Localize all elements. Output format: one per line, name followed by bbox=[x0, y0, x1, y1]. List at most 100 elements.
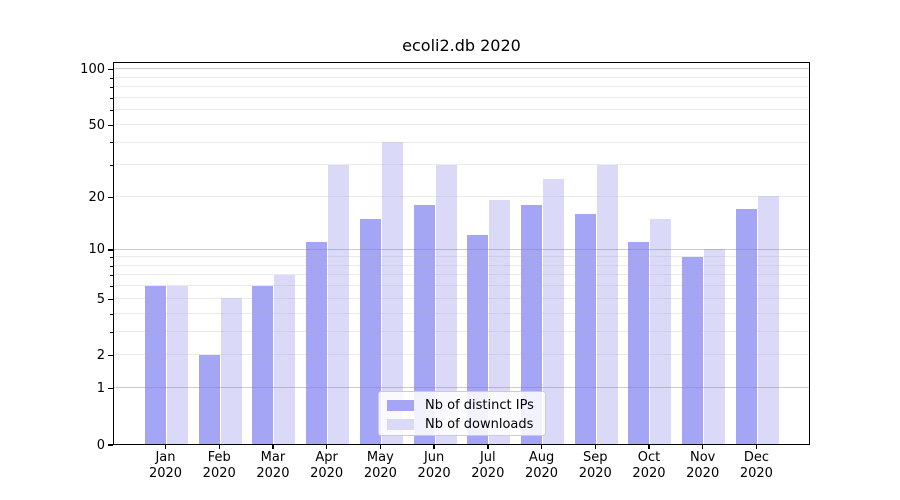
x-tick-label-jan: Jan 2020 bbox=[148, 450, 183, 481]
x-tick-mark bbox=[164, 445, 167, 449]
minor-gridline bbox=[114, 109, 809, 111]
legend-label-distinct-ips: Nb of distinct IPs bbox=[425, 398, 534, 413]
grid-layer bbox=[114, 63, 809, 444]
plot-area bbox=[113, 62, 810, 445]
x-tick-mark bbox=[755, 445, 758, 449]
y-minor-tick-mark bbox=[110, 265, 113, 267]
major-gridline bbox=[114, 68, 809, 70]
bar-distinct-ips-oct bbox=[628, 241, 650, 444]
chart-title: ecoli2.db 2020 bbox=[402, 36, 521, 55]
x-tick-label-jun: Jun 2020 bbox=[417, 450, 451, 481]
y-minor-tick-mark bbox=[110, 286, 113, 288]
x-tick-label-jul: Jul 2020 bbox=[471, 450, 505, 481]
major-gridline bbox=[114, 387, 809, 389]
minor-gridline bbox=[114, 312, 809, 314]
x-tick-mark bbox=[379, 445, 382, 449]
x-tick-label-apr: Apr 2020 bbox=[310, 450, 344, 481]
bar-downloads-may bbox=[381, 142, 403, 444]
y-minor-tick-mark bbox=[110, 196, 113, 198]
y-minor-tick-mark bbox=[110, 257, 113, 259]
minor-gridline bbox=[114, 123, 809, 125]
x-tick-label-dec: Dec 2020 bbox=[739, 450, 773, 481]
bar-downloads-sep bbox=[596, 164, 618, 444]
y-tick-label: 50 bbox=[88, 117, 105, 133]
bar-downloads-oct bbox=[650, 218, 672, 444]
bar-distinct-ips-aug bbox=[521, 204, 543, 444]
bar-distinct-ips-mar bbox=[252, 285, 274, 444]
bars-layer bbox=[114, 63, 809, 444]
y-minor-tick-mark bbox=[110, 87, 113, 89]
major-gridline bbox=[114, 248, 809, 250]
x-tick-label-mar: Mar 2020 bbox=[256, 450, 290, 481]
y-minor-tick-mark bbox=[110, 298, 113, 300]
x-tick-label-aug: Aug 2020 bbox=[524, 450, 559, 481]
y-tick-label: 100 bbox=[80, 62, 105, 78]
minor-gridline bbox=[114, 76, 809, 78]
x-tick-mark bbox=[487, 445, 489, 449]
bar-distinct-ips-may bbox=[359, 218, 381, 444]
y-minor-tick-mark bbox=[110, 110, 113, 112]
legend-item-downloads: Nb of downloads bbox=[379, 415, 545, 434]
x-tick-mark bbox=[702, 445, 704, 449]
x-tick-label-sep: Sep 2020 bbox=[578, 450, 612, 481]
bar-distinct-ips-apr bbox=[306, 241, 328, 444]
bar-downloads-mar bbox=[274, 274, 296, 444]
bar-distinct-ips-sep bbox=[574, 213, 596, 444]
minor-gridline bbox=[114, 141, 809, 143]
y-tick-label: 2 bbox=[96, 348, 105, 364]
x-tick-mark bbox=[594, 445, 596, 449]
bar-distinct-ips-nov bbox=[682, 256, 704, 444]
bar-downloads-feb bbox=[220, 298, 242, 444]
x-tick-label-nov: Nov 2020 bbox=[686, 450, 720, 481]
y-tick-mark bbox=[108, 249, 113, 251]
y-tick-label: 1 bbox=[96, 381, 105, 397]
y-tick-label: 10 bbox=[88, 242, 105, 258]
x-tick-label-may: May 2020 bbox=[363, 450, 397, 481]
minor-gridline bbox=[114, 86, 809, 88]
x-tick-mark bbox=[218, 445, 220, 449]
legend-label-downloads: Nb of downloads bbox=[425, 417, 534, 432]
legend-swatch-downloads bbox=[387, 419, 414, 430]
x-tick-mark bbox=[325, 445, 328, 449]
minor-gridline bbox=[114, 96, 809, 98]
minor-gridline bbox=[114, 285, 809, 287]
legend: Nb of distinct IPs Nb of downloads bbox=[378, 391, 546, 436]
minor-gridline bbox=[114, 297, 809, 299]
y-tick-mark bbox=[108, 68, 113, 71]
bar-downloads-apr bbox=[328, 164, 350, 444]
y-tick-label: 5 bbox=[96, 291, 105, 307]
minor-gridline bbox=[114, 354, 809, 356]
y-minor-tick-mark bbox=[110, 142, 113, 144]
x-tick-label-oct: Oct 2020 bbox=[632, 450, 666, 481]
y-minor-tick-mark bbox=[110, 97, 113, 99]
minor-gridline bbox=[114, 195, 809, 197]
y-tick-label: 0 bbox=[96, 437, 105, 453]
bar-downloads-jun bbox=[435, 164, 457, 444]
y-tick-mark bbox=[108, 387, 113, 390]
y-minor-tick-mark bbox=[110, 124, 113, 126]
legend-swatch-distinct-ips bbox=[387, 400, 414, 411]
bar-distinct-ips-dec bbox=[735, 208, 757, 444]
y-minor-tick-mark bbox=[110, 275, 113, 277]
legend-item-distinct-ips: Nb of distinct IPs bbox=[379, 396, 545, 415]
y-minor-tick-mark bbox=[110, 331, 113, 333]
bar-downloads-dec bbox=[757, 196, 779, 444]
bar-distinct-ips-jun bbox=[413, 204, 435, 444]
x-tick-label-feb: Feb 2020 bbox=[202, 450, 236, 481]
bar-downloads-nov bbox=[704, 249, 726, 444]
x-tick-mark bbox=[433, 445, 435, 449]
x-tick-mark bbox=[540, 445, 543, 449]
bar-downloads-jul bbox=[489, 200, 511, 444]
minor-gridline bbox=[114, 330, 809, 332]
y-minor-tick-mark bbox=[110, 77, 113, 79]
y-tick-label: 20 bbox=[88, 189, 105, 205]
y-minor-tick-mark bbox=[110, 355, 113, 357]
minor-gridline bbox=[114, 256, 809, 258]
x-tick-mark bbox=[272, 445, 274, 449]
bar-distinct-ips-feb bbox=[198, 354, 220, 444]
y-minor-tick-mark bbox=[110, 165, 113, 167]
minor-gridline bbox=[114, 164, 809, 166]
bar-downloads-jan bbox=[167, 285, 188, 444]
bar-distinct-ips-jan bbox=[145, 285, 166, 444]
